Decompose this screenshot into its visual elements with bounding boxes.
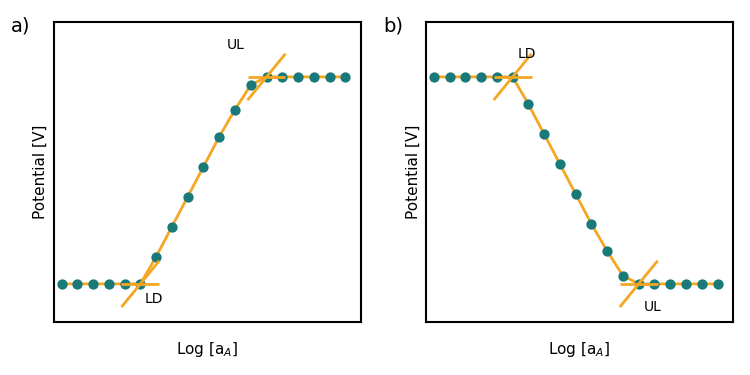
Point bbox=[475, 74, 487, 80]
Text: Log [a$_A$]: Log [a$_A$] bbox=[548, 340, 610, 359]
Point bbox=[260, 74, 272, 80]
Point bbox=[182, 194, 194, 200]
Text: LD: LD bbox=[145, 292, 164, 306]
Point bbox=[459, 74, 471, 80]
Point bbox=[427, 74, 439, 80]
Point bbox=[56, 281, 68, 287]
Point bbox=[244, 82, 256, 88]
Point bbox=[213, 134, 225, 140]
Point bbox=[570, 191, 582, 197]
Point bbox=[134, 281, 146, 287]
Point bbox=[490, 74, 502, 80]
Point bbox=[87, 281, 99, 287]
Point bbox=[339, 74, 351, 80]
Point bbox=[586, 221, 598, 227]
Point bbox=[229, 106, 241, 112]
Text: b): b) bbox=[382, 16, 403, 36]
Text: LD: LD bbox=[518, 46, 536, 61]
Point bbox=[633, 281, 645, 287]
Text: a): a) bbox=[10, 16, 30, 36]
Point bbox=[308, 74, 320, 80]
Point bbox=[166, 224, 178, 230]
Point bbox=[554, 161, 566, 167]
Point bbox=[323, 74, 335, 80]
Point bbox=[649, 281, 661, 287]
Point bbox=[443, 74, 455, 80]
Point bbox=[712, 281, 724, 287]
Y-axis label: Potential [V]: Potential [V] bbox=[33, 125, 48, 219]
Text: Log [a$_A$]: Log [a$_A$] bbox=[176, 340, 238, 359]
Point bbox=[276, 74, 288, 80]
Point bbox=[538, 131, 550, 137]
Point bbox=[602, 248, 613, 254]
Text: UL: UL bbox=[227, 38, 245, 53]
Point bbox=[150, 254, 162, 260]
Point bbox=[664, 281, 676, 287]
Point bbox=[696, 281, 708, 287]
Point bbox=[197, 164, 209, 170]
Point bbox=[103, 281, 115, 287]
Text: UL: UL bbox=[644, 300, 662, 314]
Point bbox=[506, 74, 518, 80]
Point bbox=[680, 281, 692, 287]
Point bbox=[292, 74, 304, 80]
Y-axis label: Potential [V]: Potential [V] bbox=[405, 125, 420, 219]
Point bbox=[617, 273, 629, 279]
Point bbox=[71, 281, 83, 287]
Point bbox=[522, 101, 534, 107]
Point bbox=[118, 281, 130, 287]
